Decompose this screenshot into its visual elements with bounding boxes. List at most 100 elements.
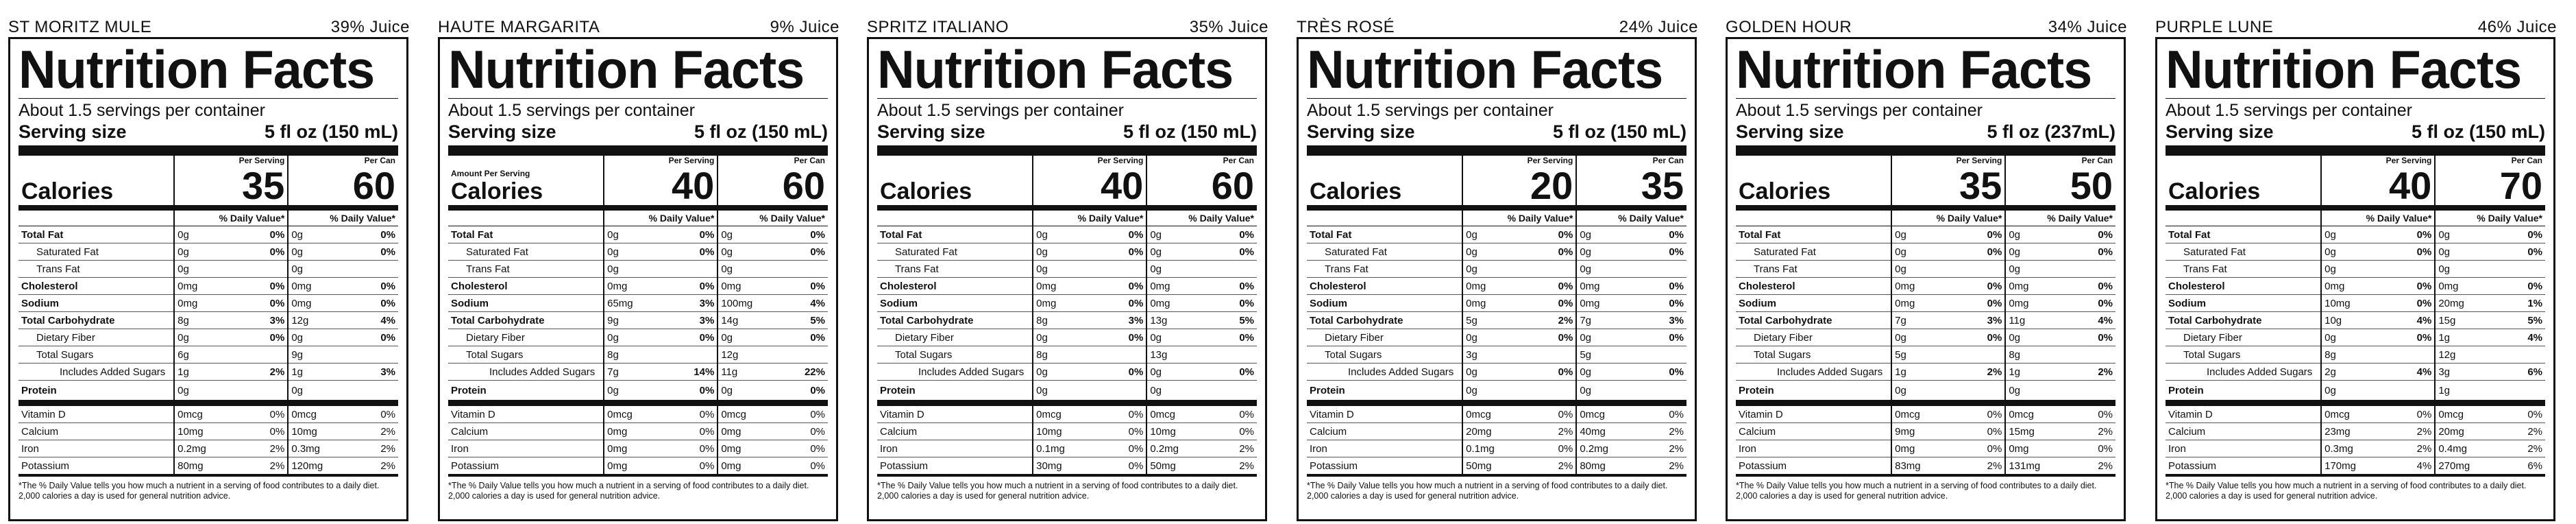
nutrient-name: Total Fat: [19, 226, 175, 243]
nutrient-row-cholesterol: Cholesterol 0mg 0% 0mg 0%: [2166, 277, 2545, 295]
can-daily-value: 2%: [356, 440, 398, 457]
nutrient-row-saturated-fat: Saturated Fat 0g 0% 0g 0%: [1736, 243, 2115, 261]
mineral-name: Iron: [1736, 440, 1892, 457]
serving-amount: 0g: [1891, 226, 1964, 243]
nutrient-name: Total Carbohydrate: [2166, 311, 2322, 329]
serving-amount: 0g: [1891, 243, 1964, 261]
mineral-name: Iron: [877, 440, 1033, 457]
daily-value-label: % Daily Value*: [2434, 205, 2545, 226]
calories-label: Calories: [2168, 178, 2261, 204]
nutrient-name: Saturated Fat: [1307, 243, 1463, 261]
divider: [448, 98, 828, 99]
serving-daily-value: [676, 346, 718, 364]
nutrition-facts-box: Nutrition Facts About 1.5 servings per co…: [2155, 37, 2555, 521]
can-daily-value: 6%: [2503, 457, 2545, 477]
nutrient-row-total-fat: Total Fat 0g 0% 0g 0%: [2166, 226, 2545, 243]
can-daily-value: 0%: [2503, 243, 2545, 261]
calories-row: Calories Per Serving 35 Per Can 50: [1736, 156, 2115, 208]
can-amount: 0g: [287, 226, 357, 243]
nutrient-name: Cholesterol: [448, 277, 604, 295]
serving-amount: 0mcg: [603, 403, 676, 423]
nutrient-name: Dietary Fiber: [2166, 329, 2322, 346]
daily-value-header: % Daily Value*% Daily Value*: [19, 205, 398, 226]
serving-daily-value: [1105, 346, 1147, 364]
nutrient-row-dietary-fiber: Dietary Fiber 0g 0% 0g 0%: [1736, 329, 2115, 346]
serving-amount: 0.3mg: [2320, 440, 2394, 457]
serving-daily-value: 0%: [676, 403, 718, 423]
servings-per-container: About 1.5 servings per container: [2166, 101, 2412, 120]
calories-label: Calories: [1739, 178, 1831, 204]
can-amount: 5g: [1575, 346, 1645, 364]
nutrient-row-protein: Protein 0g 1g: [2166, 380, 2545, 406]
mineral-row-vitamin-d: Vitamin D 0mcg 0% 0mcg 0%: [19, 403, 398, 423]
mineral-row-potassium: Potassium 50mg 2% 80mg 2%: [1307, 457, 1686, 477]
can-amount: 40mg: [1575, 422, 1645, 440]
calories-label: Calories: [880, 178, 972, 204]
nutrient-row-total-carbohydrate: Total Carbohydrate 7g 3% 11g 4%: [1736, 311, 2115, 329]
nutrient-row-added-sugars: Includes Added Sugars 0g 0% 0g 0%: [1307, 363, 1686, 381]
serving-amount: 2g: [2320, 363, 2394, 381]
calories-can-cell: Per Can 50: [2004, 156, 2115, 208]
serving-daily-value: 0%: [246, 422, 289, 440]
nutrition-facts-box: Nutrition Facts About 1.5 servings per co…: [1297, 37, 1697, 521]
can-amount: 0g: [1146, 363, 1216, 381]
can-amount: 0mg: [2434, 277, 2504, 295]
serving-daily-value: 2%: [2393, 440, 2436, 457]
nutrient-name: Saturated Fat: [2166, 243, 2322, 261]
nutrition-facts-title: Nutrition Facts: [448, 39, 805, 99]
nutrient-name: Protein: [877, 380, 1033, 406]
can-daily-value: 2%: [2503, 440, 2545, 457]
nutrient-table: Calories Per Serving 40 Per Can 70% Daily Va…: [2166, 156, 2545, 477]
can-daily-value: 2%: [2074, 363, 2115, 381]
serving-daily-value: 2%: [1534, 457, 1577, 477]
serving-size-label: Serving size: [2166, 121, 2274, 142]
calories-per-serving: 40: [1101, 164, 1144, 207]
can-daily-value: 0%: [356, 243, 398, 261]
nutrient-name: Includes Added Sugars: [448, 363, 604, 381]
can-amount: 0g: [1575, 329, 1645, 346]
can-daily-value: [356, 380, 398, 406]
serving-daily-value: [1963, 380, 2006, 406]
can-amount: 0g: [2004, 329, 2074, 346]
nutrient-name: Sodium: [877, 294, 1033, 312]
panel-header: HAUTE MARGARITA 9% Juice: [438, 18, 839, 38]
can-amount: 0g: [2434, 260, 2504, 278]
serving-amount: 0mg: [1462, 277, 1535, 295]
nutrient-row-total-fat: Total Fat 0g 0% 0g 0%: [448, 226, 828, 243]
can-daily-value: 0%: [356, 329, 398, 346]
calories-serving-cell: Per Serving 40: [1032, 156, 1147, 208]
can-amount: 9g: [287, 346, 357, 364]
nutrient-name: Trans Fat: [1307, 260, 1463, 278]
serving-amount: 8g: [173, 311, 247, 329]
nutrient-name: Includes Added Sugars: [1307, 363, 1463, 381]
serving-amount: 8g: [1032, 311, 1105, 329]
serving-size-value: 5 fl oz (150 mL): [264, 121, 398, 142]
can-daily-value: [1645, 380, 1686, 406]
mineral-name: Vitamin D: [1736, 403, 1892, 423]
serving-daily-value: 0%: [2393, 277, 2436, 295]
mineral-row-vitamin-d: Vitamin D 0mcg 0% 0mcg 0%: [877, 403, 1257, 423]
serving-daily-value: 0%: [1963, 440, 2006, 457]
divider: [19, 98, 398, 99]
can-amount: 7g: [1575, 311, 1645, 329]
can-amount: 0mg: [1575, 277, 1645, 295]
serving-amount: 0mg: [1891, 294, 1964, 312]
serving-size-row: Serving size 5 fl oz (150 mL): [2166, 121, 2545, 143]
serving-daily-value: 0%: [1963, 226, 2006, 243]
product-name: TRÈS ROSÉ: [1297, 18, 1395, 36]
mineral-row-calcium: Calcium 23mg 2% 20mg 2%: [2166, 422, 2545, 440]
nutrient-row-total-fat: Total Fat 0g 0% 0g 0%: [1736, 226, 2115, 243]
serving-amount: 5g: [1462, 311, 1535, 329]
serving-daily-value: 4%: [2393, 457, 2436, 477]
can-amount: 0g: [1575, 380, 1645, 406]
product-name: SPRITZ ITALIANO: [867, 18, 1009, 36]
serving-amount: 0g: [1462, 380, 1535, 406]
can-daily-value: 5%: [786, 311, 828, 329]
mineral-row-iron: Iron 0.1mg 0% 0.2mg 2%: [877, 440, 1257, 457]
can-daily-value: 0%: [2503, 403, 2545, 423]
nutrient-row-trans-fat: Trans Fat 0g 0g: [877, 260, 1257, 278]
can-daily-value: 6%: [2503, 363, 2545, 381]
can-amount: 15g: [2434, 311, 2504, 329]
nutrient-name: Total Fat: [448, 226, 604, 243]
serving-size-row: Serving size 5 fl oz (150 mL): [19, 121, 398, 143]
